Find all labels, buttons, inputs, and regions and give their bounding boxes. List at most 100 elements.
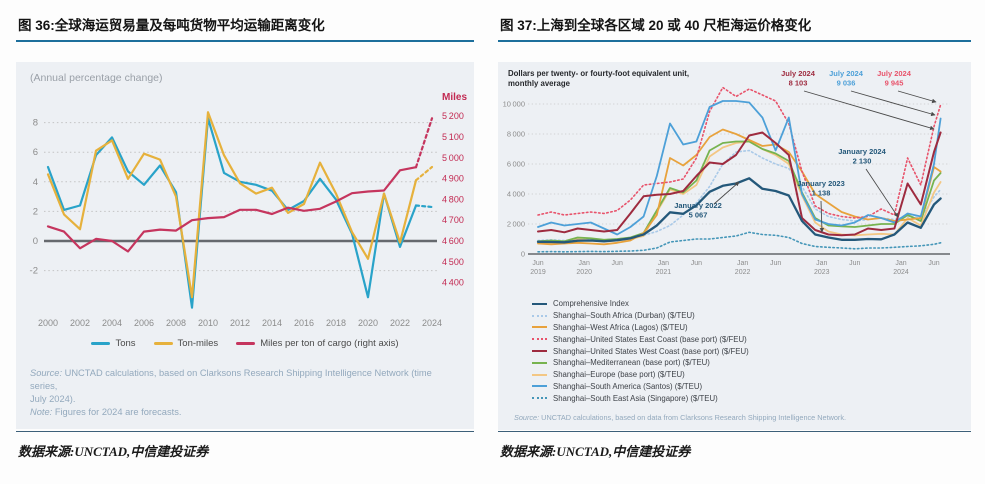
legend-label: Shanghai–South Africa (Durban) ($/TEU) <box>553 311 695 321</box>
legend-item: Tons <box>91 338 136 349</box>
legend-label: Shanghai–United States West Coast (base … <box>553 346 749 356</box>
figure36-panel: (Annual percentage change) 8 6 4 2 0 -2 Miles 5… <box>16 62 474 430</box>
svg-text:Jun: Jun <box>532 260 543 267</box>
svg-text:January 2024: January 2024 <box>838 147 886 156</box>
svg-text:4: 4 <box>33 177 38 188</box>
svg-text:9 945: 9 945 <box>885 79 904 88</box>
svg-text:2006: 2006 <box>134 318 154 328</box>
figure36-plot: 8 6 4 2 0 -2 Miles 5 200 5 100 5 000 4 900 4 800 4 7… <box>30 92 468 328</box>
svg-text:0: 0 <box>521 250 525 259</box>
figure36-footer: 数据来源:UNCTAD,中信建投证券 <box>16 431 474 460</box>
svg-text:2021: 2021 <box>656 269 672 276</box>
svg-text:2004: 2004 <box>102 318 122 328</box>
svg-text:2010: 2010 <box>198 318 218 328</box>
svg-text:2014: 2014 <box>262 318 282 328</box>
svg-text:Jun: Jun <box>770 260 781 267</box>
legend-item: Shanghai–South America (Santos) ($/TEU) <box>532 381 971 393</box>
figure37-plot: 10 000 8 000 6 000 4 000 2 000 0 Jun 2019 Jan 202… <box>503 69 950 276</box>
svg-text:Jun: Jun <box>612 260 623 267</box>
svg-text:4 700: 4 700 <box>442 215 464 225</box>
figure37-column: 图 37:上海到全球各区域 20 或 40 尺柜海运价格变化 10 000 8 0… <box>498 10 971 460</box>
svg-text:Jun: Jun <box>849 260 860 267</box>
svg-text:0: 0 <box>33 236 38 247</box>
svg-text:2018: 2018 <box>326 318 346 328</box>
legend-item: Shanghai–United States East Coast (base … <box>532 333 971 345</box>
legend-marker <box>236 342 256 345</box>
svg-text:2022: 2022 <box>735 269 751 276</box>
svg-text:2012: 2012 <box>230 318 250 328</box>
figure37-title: 图 37:上海到全球各区域 20 或 40 尺柜海运价格变化 <box>498 10 971 42</box>
svg-text:2024: 2024 <box>422 318 442 328</box>
svg-text:2008: 2008 <box>166 318 186 328</box>
svg-text:July 2024: July 2024 <box>781 69 816 78</box>
svg-text:July 2024: July 2024 <box>877 69 912 78</box>
svg-text:2016: 2016 <box>294 318 314 328</box>
legend-label: Ton-miles <box>177 338 219 349</box>
legend-marker <box>532 385 547 388</box>
legend-marker <box>532 361 547 364</box>
legend-marker <box>91 342 111 345</box>
svg-text:6: 6 <box>33 147 38 158</box>
svg-text:Jan: Jan <box>816 260 827 267</box>
legend-item: Comprehensive Index <box>532 298 971 310</box>
legend-item: Shanghai–Mediterranean (base port) ($/TE… <box>532 357 971 369</box>
figure37-subtitle: Dollars per twenty- or fourty-foot equiv… <box>508 69 689 89</box>
legend-item: Shanghai–West Africa (Lagos) ($/TEU) <box>532 322 971 334</box>
figure37-divider <box>498 431 971 432</box>
legend-label: Shanghai–South America (Santos) ($/TEU) <box>553 381 703 391</box>
svg-text:4 000: 4 000 <box>507 190 525 199</box>
figure36-source: Source: UNCTAD calculations, based on Cl… <box>16 355 474 419</box>
legend-label: Shanghai–West Africa (Lagos) ($/TEU) <box>553 322 688 332</box>
svg-text:5 100: 5 100 <box>442 132 464 142</box>
legend-marker <box>532 326 547 329</box>
svg-text:January 2022: January 2022 <box>674 201 722 210</box>
svg-text:2 000: 2 000 <box>507 220 525 229</box>
legend-item: Miles per ton of cargo (right axis) <box>236 338 399 349</box>
svg-text:Jan: Jan <box>579 260 590 267</box>
svg-text:2024: 2024 <box>893 269 909 276</box>
svg-text:2023: 2023 <box>814 269 830 276</box>
svg-text:2000: 2000 <box>38 318 58 328</box>
svg-text:4 600: 4 600 <box>442 236 464 246</box>
legend-label: Shanghai–Mediterranean (base port) ($/TE… <box>553 358 710 368</box>
legend-marker <box>532 397 547 400</box>
figure36-subtitle: (Annual percentage change) <box>30 72 163 84</box>
svg-text:July 2024: July 2024 <box>829 69 864 78</box>
svg-text:2022: 2022 <box>390 318 410 328</box>
source-note-line: Source: UNCTAD calculations, based on Cl… <box>30 368 432 392</box>
figure37-panel: 10 000 8 000 6 000 4 000 2 000 0 Jun 2019 Jan 202… <box>498 62 971 431</box>
svg-text:Miles: Miles <box>442 92 467 103</box>
svg-text:4 500: 4 500 <box>442 257 464 267</box>
figure37-chart-area: 10 000 8 000 6 000 4 000 2 000 0 Jun 2019 Jan 202… <box>498 62 971 294</box>
svg-text:Jun: Jun <box>928 260 939 267</box>
svg-text:2002: 2002 <box>70 318 90 328</box>
svg-text:8: 8 <box>33 118 38 129</box>
svg-text:4 400: 4 400 <box>442 278 464 288</box>
legend-item: Shanghai–South Africa (Durban) ($/TEU) <box>532 310 971 322</box>
legend-label: Tons <box>115 338 136 349</box>
source-note-line: July 2024). <box>30 394 76 405</box>
svg-text:Jan: Jan <box>658 260 669 267</box>
legend-item: Ton-miles <box>153 338 219 349</box>
legend-marker <box>532 314 547 317</box>
figure37-subtitle-line1: Dollars per twenty- or fourty-foot equiv… <box>508 69 690 78</box>
svg-text:Jan: Jan <box>737 260 748 267</box>
source-note-line: Note: Figures for 2024 are forecasts. <box>30 407 182 418</box>
legend-label: Miles per ton of cargo (right axis) <box>260 338 399 349</box>
svg-text:2020: 2020 <box>576 269 592 276</box>
figure36-datasource: 数据来源:UNCTAD,中信建投证券 <box>18 444 209 459</box>
legend-label: Shanghai–United States East Coast (base … <box>553 334 747 344</box>
svg-text:8 103: 8 103 <box>789 79 808 88</box>
figure36-legend: Tons Ton-miles Miles per ton of cargo (rig… <box>16 338 474 355</box>
figure37-source: Source: UNCTAD calculations, based on da… <box>498 404 971 422</box>
svg-text:8 000: 8 000 <box>507 130 525 139</box>
svg-text:4 900: 4 900 <box>442 174 464 184</box>
svg-text:Jan: Jan <box>895 260 906 267</box>
legend-marker <box>532 338 547 341</box>
legend-item: Shanghai–Europe (base port) ($/TEU) <box>532 369 971 381</box>
figure36-title: 图 36:全球海运贸易量及每吨货物平均运输距离变化 <box>16 10 474 42</box>
legend-label: Shanghai–South East Asia (Singapore) ($/… <box>553 393 718 403</box>
svg-text:5 000: 5 000 <box>442 153 464 163</box>
legend-label: Comprehensive Index <box>553 299 629 309</box>
